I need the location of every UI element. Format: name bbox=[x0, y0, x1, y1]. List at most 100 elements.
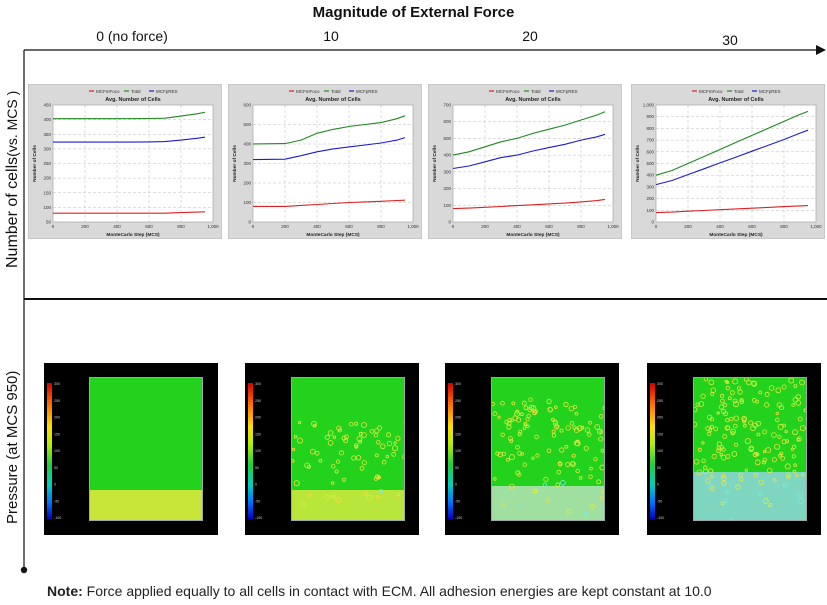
x-tick-label: 1,000 bbox=[407, 224, 419, 229]
x-tick-label: 1,000 bbox=[607, 224, 619, 229]
cell-speckle bbox=[574, 440, 581, 447]
cell-speckles bbox=[694, 378, 806, 520]
cell-speckle bbox=[721, 447, 726, 452]
cell-speckle bbox=[743, 378, 749, 382]
cell-speckle bbox=[762, 460, 767, 465]
colorbar-tick-label: 150 bbox=[54, 432, 60, 436]
cell-speckle bbox=[716, 448, 721, 454]
cell-speckle bbox=[374, 474, 380, 480]
cell-speckle bbox=[708, 468, 714, 474]
cell-speckle bbox=[598, 436, 604, 442]
cell-speckle bbox=[396, 493, 401, 497]
cell-speckle bbox=[725, 490, 730, 495]
series-line-Total bbox=[252, 115, 406, 145]
series-line-Total bbox=[53, 111, 206, 120]
cell-speckle bbox=[517, 432, 522, 437]
x-tick-label: 800 bbox=[177, 224, 185, 229]
cell-speckle bbox=[708, 379, 715, 386]
cell-speckle bbox=[729, 416, 734, 422]
cell-speckle bbox=[555, 482, 561, 487]
legend-label: MCFmFoco bbox=[296, 89, 320, 94]
x-tick-label: 1,000 bbox=[810, 224, 822, 229]
y-tick-label: 600 bbox=[646, 149, 654, 154]
cell-speckle bbox=[551, 417, 555, 422]
colorbar-tick-label: 250 bbox=[657, 399, 663, 403]
cell-speckle bbox=[703, 465, 708, 470]
cell-speckle bbox=[598, 414, 604, 419]
chart-title: Avg. Number of Cells bbox=[708, 97, 763, 103]
cell-speckle bbox=[310, 420, 317, 427]
cell-speckle bbox=[403, 421, 404, 423]
cell-speckle bbox=[555, 424, 560, 429]
cell-speckle bbox=[803, 408, 806, 413]
colorbar-tick-label: 0 bbox=[54, 483, 56, 487]
x-tick-label: 400 bbox=[313, 224, 321, 229]
cell-speckle bbox=[748, 445, 754, 451]
y-tick-label: 500 bbox=[443, 136, 451, 141]
cell-speckle bbox=[796, 492, 802, 499]
cell-speckle bbox=[780, 456, 786, 461]
cell-speckle bbox=[711, 453, 717, 460]
series-line-Total bbox=[655, 110, 809, 176]
figure-title: Magnitude of External Force bbox=[312, 4, 515, 21]
x-tick-label: 200 bbox=[684, 224, 692, 229]
row-label-cells: Number of cells(vs. MCS ) bbox=[4, 91, 22, 268]
cell-speckle bbox=[377, 475, 382, 479]
series-line-MCFmFoco bbox=[253, 199, 406, 207]
colorbar-tick-label: 50 bbox=[657, 466, 661, 470]
cell-speckle bbox=[752, 422, 758, 428]
cell-speckle bbox=[386, 432, 392, 438]
cell-speckle bbox=[703, 378, 709, 382]
cell-speckle bbox=[735, 484, 741, 490]
cell-speckle bbox=[739, 399, 745, 405]
cell-speckle bbox=[565, 425, 571, 431]
cell-speckle bbox=[713, 426, 719, 432]
cell-speckle bbox=[531, 456, 535, 460]
pressure-map-20: 300 250 200 150 100 50 0 -50 -100 bbox=[445, 363, 619, 535]
cell-speckle bbox=[700, 393, 706, 399]
cell-speckle bbox=[534, 434, 539, 440]
cell-speckle bbox=[556, 469, 562, 475]
cell-speckle bbox=[342, 477, 347, 482]
cell-speckle bbox=[707, 431, 712, 437]
cell-speckle bbox=[506, 424, 512, 430]
x-tick-label: 0 bbox=[52, 224, 55, 229]
cell-speckle bbox=[293, 480, 300, 487]
cell-speckle bbox=[762, 457, 768, 463]
y-axis-label: Number of Cells bbox=[232, 145, 238, 182]
cell-speckle bbox=[500, 432, 505, 437]
cell-speckle bbox=[571, 453, 576, 458]
cell-speckle bbox=[314, 451, 320, 456]
cell-speckle bbox=[719, 393, 725, 398]
x-tick-label: 0 bbox=[655, 224, 658, 229]
pressure-colorbar bbox=[650, 383, 655, 519]
cell-speckle bbox=[297, 437, 303, 444]
colorbar-ticks-30: 300 250 200 150 100 50 0 -50 -100 bbox=[657, 382, 664, 520]
y-tick-label: 200 bbox=[443, 186, 451, 191]
cell-speckle bbox=[753, 472, 759, 478]
x-tick-label: 0 bbox=[452, 224, 455, 229]
cell-speckle bbox=[792, 469, 796, 473]
colorbar-tick-label: -50 bbox=[54, 499, 59, 503]
cell-speckle bbox=[565, 462, 571, 468]
cell-speckle bbox=[755, 420, 762, 427]
cell-speckle bbox=[744, 468, 748, 472]
cell-speckle bbox=[522, 426, 527, 431]
cell-speckle bbox=[508, 454, 515, 461]
cell-speckle bbox=[339, 450, 345, 456]
cell-speckle bbox=[361, 432, 367, 438]
cell-speckle bbox=[331, 481, 335, 485]
x-tick-label: 400 bbox=[716, 224, 724, 229]
cell-speckle bbox=[497, 451, 504, 458]
cell-speckle bbox=[589, 503, 596, 510]
cell-speckle bbox=[722, 434, 728, 439]
cell-speckle bbox=[795, 400, 801, 406]
colorbar-tick-label: 150 bbox=[657, 432, 663, 436]
y-tick-label: 100 bbox=[43, 205, 51, 210]
y-tick-label: 250 bbox=[43, 161, 51, 166]
cell-speckle bbox=[724, 425, 730, 431]
cell-speckle bbox=[721, 481, 727, 486]
colorbar-tick-label: 0 bbox=[255, 483, 257, 487]
colorbar-tick-label: -100 bbox=[255, 516, 262, 520]
colorbar-tick-label: 100 bbox=[255, 449, 261, 453]
